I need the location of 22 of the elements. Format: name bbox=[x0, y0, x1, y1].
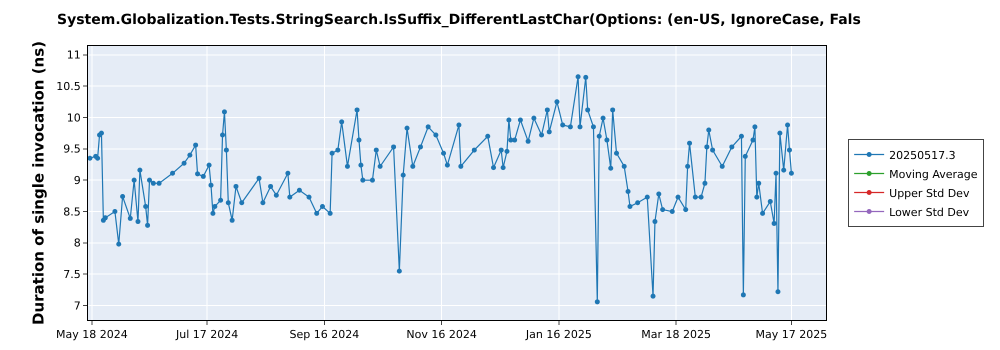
x-tick-label: May 18 2024 bbox=[56, 328, 128, 342]
x-tick-label: Mar 18 2025 bbox=[641, 328, 711, 342]
legend-label: Upper Std Dev bbox=[889, 186, 970, 200]
y-tick-label: 8.5 bbox=[63, 205, 81, 218]
x-tick-label: May 17 2025 bbox=[756, 328, 828, 342]
y-tick-label: 10.5 bbox=[56, 80, 81, 93]
x-tick-label: Nov 16 2024 bbox=[406, 328, 477, 342]
y-tick-label: 11 bbox=[66, 48, 81, 62]
x-tick-label: Sep 16 2024 bbox=[290, 328, 360, 342]
y-tick-label: 10 bbox=[66, 111, 81, 124]
legend-label: Lower Std Dev bbox=[889, 206, 970, 219]
y-tick-label: 9 bbox=[74, 174, 81, 188]
chart-title: System.Globalization.Tests.StringSearch.IsSuffix_DifferentLastChar(Options: (en-US, IgnoreCase, Fals bbox=[57, 12, 861, 28]
legend-label: 20250517.3 bbox=[889, 148, 956, 162]
y-axis-title: Duration of single invocation (ns) bbox=[30, 41, 48, 325]
x-tick-label: Jan 16 2025 bbox=[524, 328, 592, 342]
legend-label: Moving Average bbox=[889, 168, 978, 181]
y-tick-label: 7 bbox=[74, 299, 81, 312]
y-tick-label: 7.5 bbox=[63, 268, 81, 282]
x-tick-label: Jul 17 2024 bbox=[175, 328, 238, 342]
y-tick-label: 9.5 bbox=[63, 142, 81, 156]
y-tick-label: 8 bbox=[74, 236, 81, 250]
